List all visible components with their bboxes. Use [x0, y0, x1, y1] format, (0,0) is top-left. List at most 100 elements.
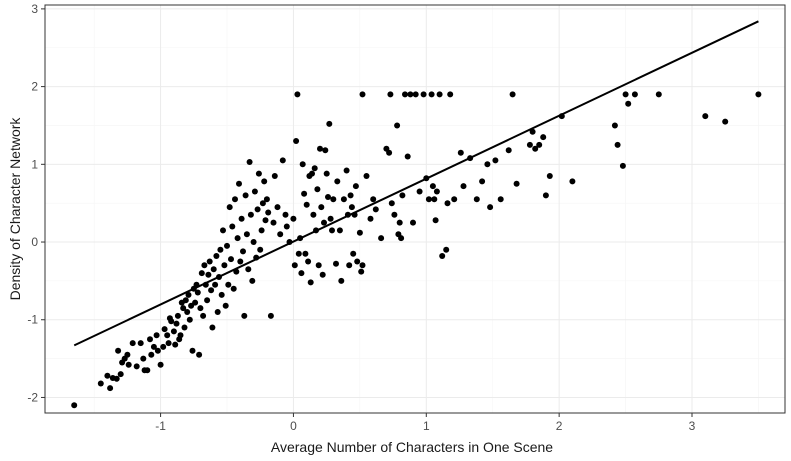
data-point	[487, 204, 494, 211]
data-point	[262, 217, 269, 224]
data-point	[164, 332, 171, 339]
data-point	[631, 91, 638, 98]
data-point	[258, 227, 265, 234]
data-point	[170, 328, 177, 335]
data-point	[217, 246, 224, 253]
y-tick-label: -2	[27, 390, 38, 404]
data-point	[484, 161, 491, 168]
data-point	[614, 141, 621, 148]
data-point	[398, 235, 405, 242]
data-point	[509, 91, 516, 98]
data-point	[429, 183, 436, 190]
data-point	[396, 219, 403, 226]
data-point	[387, 91, 394, 98]
data-point	[348, 204, 355, 211]
data-point	[356, 229, 363, 236]
data-point	[338, 277, 345, 284]
data-point	[321, 219, 327, 226]
data-point	[319, 271, 326, 278]
data-point	[343, 167, 350, 174]
data-point	[410, 219, 416, 226]
data-point	[243, 231, 250, 238]
data-point	[133, 363, 140, 370]
panel-border	[44, 4, 786, 414]
data-point	[209, 324, 216, 331]
data-point	[214, 309, 221, 315]
data-point	[330, 196, 337, 203]
data-point	[433, 188, 440, 195]
data-point	[150, 343, 157, 350]
y-tick-label: 2	[31, 80, 38, 94]
data-point	[359, 262, 366, 269]
data-point	[161, 326, 168, 333]
data-point	[212, 281, 219, 288]
data-point	[702, 113, 709, 120]
data-point	[107, 385, 114, 392]
data-point	[529, 128, 536, 135]
data-point	[228, 256, 234, 263]
data-point	[542, 192, 549, 199]
data-point	[432, 217, 439, 224]
data-point	[473, 196, 480, 203]
data-point	[204, 297, 211, 304]
data-point	[137, 340, 144, 347]
data-point	[622, 91, 629, 98]
data-point	[271, 173, 278, 179]
x-tick-label: 1	[423, 419, 430, 433]
y-tick-label: 0	[31, 235, 38, 249]
data-point	[144, 367, 151, 374]
data-point	[198, 270, 205, 277]
data-point	[213, 253, 220, 259]
data-point	[251, 188, 258, 195]
data-point	[460, 183, 467, 190]
x-axis-label: Average Number of Characters in One Scen…	[271, 439, 553, 455]
data-point	[257, 246, 264, 253]
data-point	[115, 347, 122, 354]
data-point	[189, 347, 196, 354]
data-point	[259, 200, 266, 207]
data-point	[206, 258, 213, 265]
data-point	[218, 291, 225, 298]
data-point	[236, 180, 242, 187]
data-point	[391, 211, 398, 218]
data-point	[173, 320, 180, 327]
data-point	[154, 347, 161, 354]
data-point	[755, 91, 762, 98]
y-tick-label: 3	[31, 2, 38, 16]
data-point	[497, 196, 504, 203]
data-point	[129, 340, 136, 347]
data-point	[225, 281, 232, 288]
data-point	[352, 183, 359, 190]
data-point	[372, 206, 379, 213]
data-point	[180, 305, 187, 312]
data-point	[208, 287, 215, 294]
data-point	[492, 157, 499, 164]
data-point	[232, 196, 238, 203]
data-point	[210, 266, 217, 273]
data-point	[241, 312, 248, 319]
data-point	[346, 262, 353, 269]
data-point	[263, 196, 270, 203]
data-point	[283, 223, 290, 230]
data-point	[546, 173, 553, 179]
data-point	[336, 227, 343, 234]
data-point	[205, 271, 212, 278]
x-axis: -1 0 1 2 3	[155, 413, 696, 433]
data-point	[184, 309, 191, 315]
data-point	[329, 227, 335, 234]
data-point	[378, 235, 385, 242]
data-point	[194, 289, 201, 296]
data-point	[325, 194, 331, 200]
data-point	[425, 196, 432, 203]
data-point	[200, 312, 207, 319]
data-point	[305, 258, 312, 265]
data-point	[71, 402, 78, 409]
data-point	[532, 145, 539, 152]
data-point	[307, 279, 314, 286]
data-point	[540, 134, 547, 141]
data-point	[323, 170, 330, 177]
data-point	[267, 312, 274, 319]
data-point	[290, 215, 297, 222]
data-point	[317, 145, 323, 152]
data-point	[182, 297, 189, 304]
